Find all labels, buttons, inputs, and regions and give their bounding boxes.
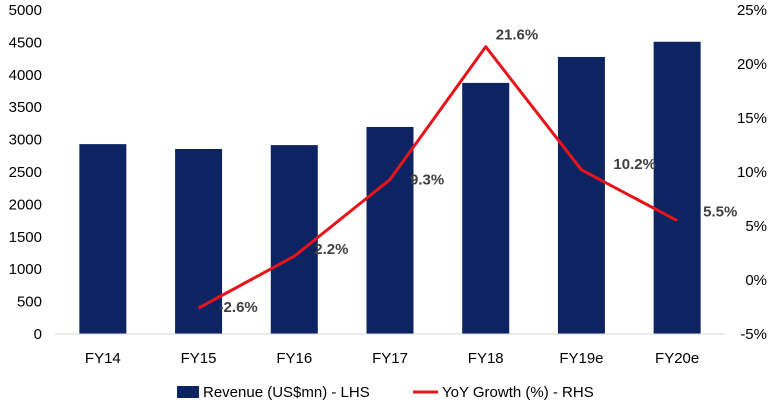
left-axis-ticks: 0 500 1000 1500 2000 2500 3000 3500 4000 4500 5000	[9, 2, 42, 343]
growth-data-labels: -2.6% 2.2% 9.3% 21.6% 10.2% 5.5%	[219, 27, 738, 316]
growth-data-label: 21.6%	[496, 27, 539, 44]
x-tick-label: FY14	[85, 350, 121, 367]
growth-data-label: 9.3%	[410, 172, 444, 189]
revenue-bar	[557, 56, 605, 334]
x-tick-label: FY17	[372, 350, 408, 367]
right-tick-label: -5%	[740, 326, 767, 343]
left-tick-label: 4000	[9, 67, 42, 84]
right-tick-label: 0%	[745, 272, 767, 289]
growth-data-label: 10.2%	[613, 156, 656, 173]
x-tick-label: FY20e	[655, 350, 699, 367]
growth-data-label: 2.2%	[314, 241, 348, 258]
legend-label-revenue: Revenue (US$mn) - LHS	[203, 384, 370, 401]
left-tick-label: 2000	[9, 196, 42, 213]
revenue-bar	[270, 145, 318, 334]
left-tick-label: 1000	[9, 261, 42, 278]
legend: Revenue (US$mn) - LHS YoY Growth (%) - R…	[177, 384, 594, 401]
legend-label-growth: YoY Growth (%) - RHS	[442, 384, 594, 401]
growth-line	[197, 45, 678, 310]
revenue-bar	[462, 82, 510, 335]
revenue-bar	[175, 148, 223, 334]
revenue-bar	[653, 41, 701, 334]
right-tick-label: 20%	[737, 56, 767, 73]
left-tick-label: 3500	[9, 99, 42, 116]
left-tick-label: 1500	[9, 229, 42, 246]
x-axis-ticks: FY14 FY15 FY16 FY17 FY18 FY19e FY20e	[85, 350, 699, 367]
left-tick-label: 4500	[9, 34, 42, 51]
growth-data-label: -2.6%	[219, 299, 258, 316]
right-tick-label: 10%	[737, 164, 767, 181]
revenue-bar	[79, 144, 127, 334]
left-tick-label: 5000	[9, 2, 42, 19]
x-tick-label: FY18	[468, 350, 504, 367]
revenue-bars	[79, 41, 701, 335]
x-tick-label: FY15	[181, 350, 217, 367]
right-tick-label: 15%	[737, 110, 767, 127]
left-tick-label: 500	[17, 294, 42, 311]
right-tick-label: 25%	[737, 2, 767, 19]
right-tick-label: 5%	[745, 218, 767, 235]
x-tick-label: FY16	[276, 350, 312, 367]
revenue-bar	[366, 126, 414, 335]
left-tick-label: 0	[34, 326, 42, 343]
left-tick-label: 2500	[9, 164, 42, 181]
legend-swatch-revenue	[177, 386, 199, 398]
left-tick-label: 3000	[9, 132, 42, 149]
right-axis-ticks: -5% 0% 5% 10% 15% 20% 25%	[737, 2, 767, 343]
growth-data-label: 5.5%	[703, 204, 737, 221]
x-tick-label: FY19e	[559, 350, 603, 367]
